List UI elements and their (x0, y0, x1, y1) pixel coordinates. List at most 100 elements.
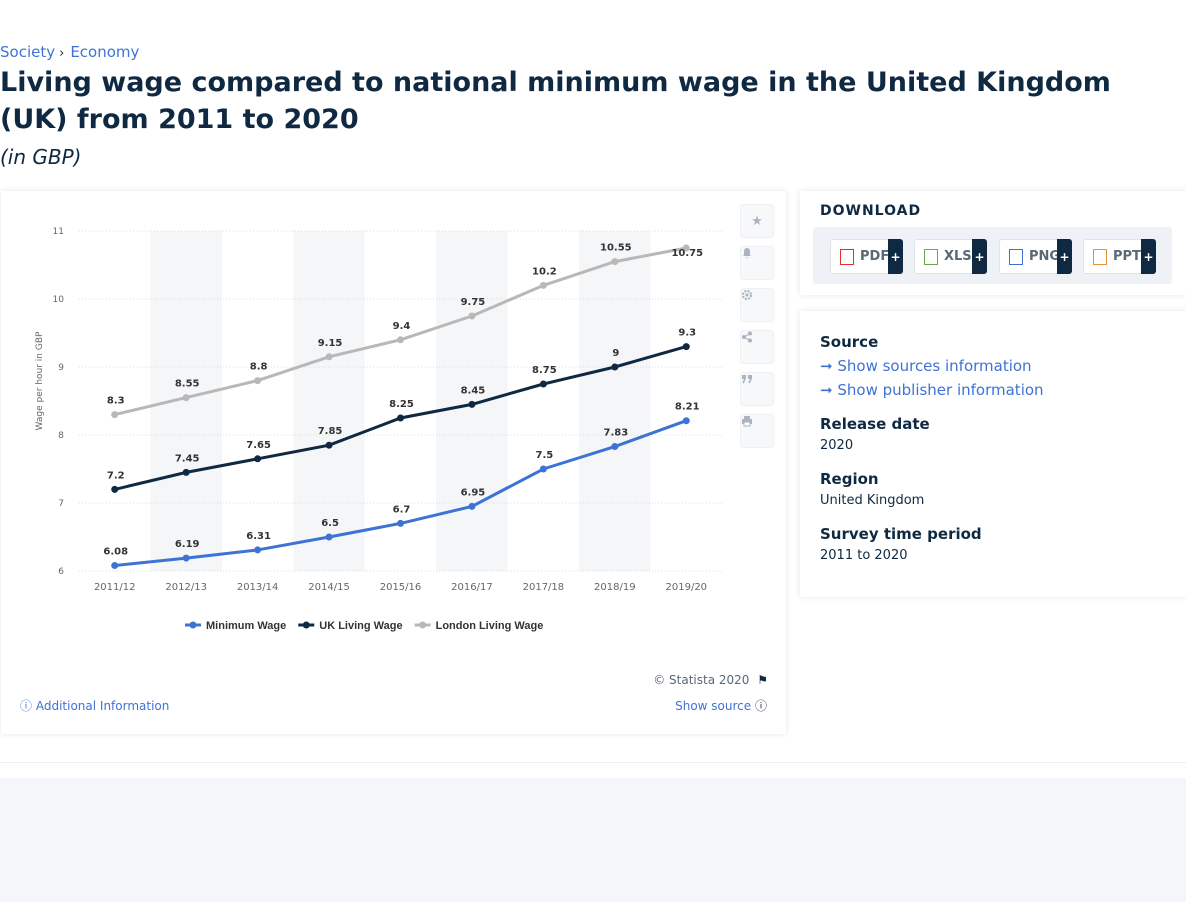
gear-icon[interactable] (740, 288, 774, 322)
y-tick-label: 9 (58, 363, 64, 373)
data-label: 9.75 (461, 297, 486, 308)
bottom-section (0, 762, 1186, 902)
png-file-icon (1009, 248, 1023, 265)
show-publisher-label: Show publisher information (837, 381, 1044, 399)
plot-band (579, 231, 651, 571)
legend-swatch-point (302, 621, 310, 629)
pdf-file-icon (840, 248, 854, 265)
data-label: 9.15 (318, 338, 343, 349)
data-point (325, 533, 333, 541)
download-png-button[interactable]: PNG + (999, 239, 1072, 274)
breadcrumb: Society › Economy (0, 43, 139, 61)
x-tick-label: 2011/12 (94, 582, 136, 593)
data-point (182, 554, 190, 562)
breadcrumb-item-economy[interactable]: Economy (70, 43, 140, 61)
breadcrumb-item-society[interactable]: Society (0, 43, 56, 61)
y-tick-label: 6 (58, 567, 64, 577)
y-tick-label: 8 (58, 431, 64, 441)
data-point (611, 443, 619, 451)
data-point (397, 414, 404, 422)
data-point (182, 468, 190, 476)
breadcrumb-separator: › (59, 46, 65, 61)
data-label: 8.45 (461, 385, 486, 396)
data-point (468, 502, 476, 510)
data-label: 8.21 (675, 402, 700, 413)
legend-item: UK Living Wage (319, 620, 402, 632)
data-label: 6.31 (246, 531, 271, 542)
flag-icon[interactable]: ⚑ (757, 673, 768, 687)
bell-icon[interactable] (740, 246, 774, 280)
data-label: 7.65 (246, 440, 271, 451)
data-label: 6.08 (103, 547, 128, 558)
data-label: 8.75 (532, 365, 557, 376)
share-icon[interactable] (740, 330, 774, 364)
data-point (397, 336, 404, 344)
data-point (539, 281, 547, 289)
data-label: 6.7 (393, 504, 411, 515)
y-tick-label: 11 (53, 227, 64, 237)
release-date-value: 2020 (820, 438, 854, 453)
legend-swatch-point (419, 621, 427, 629)
arrow-right-icon: ➞ (820, 357, 833, 375)
release-date-heading: Release date (820, 415, 930, 433)
plot-band (293, 231, 365, 571)
page-subtitle: (in GBP) (0, 145, 82, 169)
ppt-file-icon (1093, 248, 1107, 265)
show-publisher-link[interactable]: ➞ Show publisher information (820, 381, 1044, 399)
download-ppt-button[interactable]: PPT + (1083, 239, 1156, 274)
data-label: 7.5 (536, 450, 554, 461)
data-label: 7.2 (107, 470, 125, 481)
download-pdf-button[interactable]: PDF + (830, 239, 903, 274)
data-label: 6.19 (175, 539, 200, 550)
print-icon[interactable] (740, 414, 774, 448)
data-label: 6.95 (461, 487, 486, 498)
data-label: 7.85 (318, 426, 343, 437)
show-source-link[interactable]: Show source ⓘ (675, 697, 767, 714)
download-png-label: PNG (1029, 249, 1061, 264)
legend-item: Minimum Wage (206, 620, 286, 632)
x-tick-label: 2017/18 (523, 582, 565, 593)
legend-item: London Living Wage (436, 620, 544, 632)
section-divider (0, 762, 1186, 778)
region-heading: Region (820, 470, 879, 488)
data-point (682, 244, 690, 252)
xls-file-icon (924, 248, 938, 265)
y-axis-label: Wage per hour in GBP (35, 331, 45, 430)
download-pdf-label: PDF (860, 249, 890, 264)
x-tick-label: 2014/15 (308, 582, 350, 593)
download-xls-button[interactable]: XLS + (914, 239, 987, 274)
data-point (682, 417, 690, 425)
info-icon: ⓘ (754, 699, 767, 713)
download-title: DOWNLOAD (820, 203, 922, 219)
show-sources-label: Show sources information (837, 357, 1032, 375)
data-point (539, 380, 547, 388)
data-point (111, 485, 119, 493)
quote-icon[interactable] (740, 372, 774, 406)
x-tick-label: 2016/17 (451, 582, 493, 593)
data-label: 6.5 (321, 518, 339, 529)
x-tick-label: 2013/14 (237, 582, 279, 593)
download-xls-label: XLS (944, 249, 972, 264)
y-tick-label: 7 (58, 499, 64, 509)
data-label: 8.8 (250, 362, 268, 373)
plus-icon: + (972, 239, 987, 274)
y-tick-label: 10 (53, 295, 65, 305)
survey-period-heading: Survey time period (820, 525, 982, 543)
data-label: 10.75 (671, 248, 703, 259)
data-label: 10.2 (532, 266, 557, 277)
star-icon[interactable]: ★ (740, 204, 774, 238)
data-point (539, 465, 547, 473)
data-label: 8.25 (389, 399, 414, 410)
chart-card: 6 7 8 9 10 11 Wage per hour in GBP 2011/12 2012/… (1, 191, 786, 734)
plus-icon: + (1141, 239, 1156, 274)
data-label: 8.55 (175, 379, 200, 390)
info-icon: ⓘ (20, 699, 33, 713)
page-title: Living wage compared to national minimum… (0, 67, 1111, 135)
additional-information-label: Additional Information (35, 699, 170, 713)
data-point (468, 400, 476, 408)
additional-information-link[interactable]: ⓘ Additional Information (20, 697, 169, 714)
copyright-text: © Statista 2020 (653, 673, 750, 687)
data-label: 9 (612, 348, 619, 359)
show-sources-link[interactable]: ➞ Show sources information (820, 357, 1032, 375)
data-point (254, 455, 262, 463)
